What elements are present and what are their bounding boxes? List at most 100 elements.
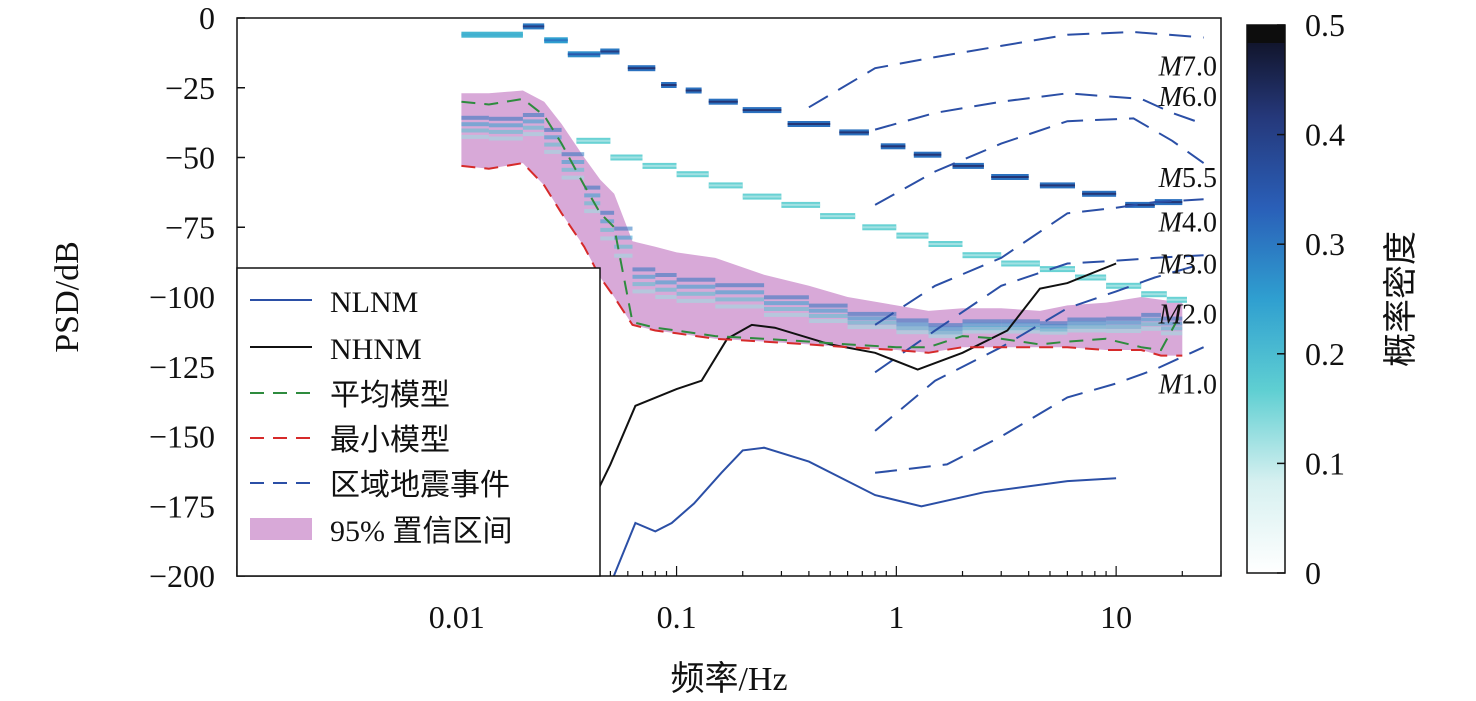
pdf-band-core bbox=[839, 131, 869, 134]
pdf-cell bbox=[614, 226, 633, 231]
pdf-cell bbox=[461, 134, 489, 139]
y-tick-label: −150 bbox=[149, 419, 215, 455]
nhnm-line bbox=[518, 262, 1117, 576]
pdf-cell bbox=[614, 235, 633, 240]
pdf-cell bbox=[655, 295, 677, 299]
pdf-band-core bbox=[1125, 203, 1155, 206]
pdf-cell bbox=[544, 149, 562, 154]
pdf-band-core bbox=[742, 195, 782, 198]
pdf-band-core bbox=[896, 234, 929, 237]
pdf-cell bbox=[715, 283, 765, 288]
pdf-cell bbox=[1067, 324, 1107, 329]
pdf-cell bbox=[1039, 330, 1068, 335]
pdf-cell bbox=[488, 116, 523, 121]
y-tick-label: 0 bbox=[199, 0, 215, 36]
pdf-cell bbox=[461, 128, 489, 133]
pdf-band-core bbox=[742, 109, 782, 112]
pdf-cell bbox=[847, 311, 897, 316]
pdf-band-core bbox=[1166, 298, 1187, 301]
pdf-cell bbox=[544, 135, 562, 140]
magnitude-label-m4-0: M4.0 bbox=[1158, 208, 1217, 239]
pdf-cell bbox=[1106, 329, 1142, 333]
pdf-band-core bbox=[787, 123, 831, 125]
colorbar-tick-label: 0.1 bbox=[1305, 445, 1345, 481]
pdf-band-core bbox=[880, 145, 906, 148]
pdf-band-core bbox=[913, 153, 942, 156]
pdf-cell bbox=[676, 298, 716, 303]
legend-label-regional-events: 区域地震事件 bbox=[330, 469, 510, 502]
pdf-cell bbox=[847, 320, 897, 325]
pdf-cell bbox=[1106, 320, 1142, 325]
x-tick-label: 10 bbox=[1100, 599, 1132, 635]
pdf-cell bbox=[488, 123, 523, 128]
legend-label-mean-model: 平均模型 bbox=[330, 379, 450, 412]
pdf-cell bbox=[808, 313, 848, 318]
pdf-cell bbox=[600, 227, 615, 232]
pdf-cell bbox=[962, 319, 1002, 324]
pdf-cell bbox=[1039, 324, 1068, 329]
earthquake-curve-m6-0 bbox=[874, 92, 1204, 131]
pdf-cell bbox=[522, 125, 545, 130]
pdf-cell bbox=[1161, 331, 1183, 336]
legend-label-min-model: 最小模型 bbox=[330, 424, 450, 457]
pdf-cell bbox=[896, 318, 929, 323]
pdf-cell bbox=[600, 210, 615, 215]
pdf-cell bbox=[808, 308, 848, 313]
y-tick-label: −25 bbox=[165, 70, 215, 106]
pdf-cell bbox=[1067, 328, 1107, 333]
colorbar-tick-label: 0.2 bbox=[1305, 336, 1345, 372]
pdf-cell bbox=[614, 244, 633, 249]
colorbar-tick-label: 0.3 bbox=[1305, 226, 1345, 262]
colorbar-tick-label: 0 bbox=[1305, 555, 1321, 591]
pdf-cell bbox=[544, 142, 562, 147]
x-tick-label: 0.1 bbox=[657, 599, 697, 635]
pdf-band-core bbox=[544, 39, 568, 42]
pdf-band-core bbox=[952, 164, 984, 167]
pdf-cell bbox=[655, 280, 677, 285]
pdf-cell bbox=[715, 297, 765, 302]
pdf-cell bbox=[655, 287, 677, 292]
pdf-band-core bbox=[461, 33, 523, 36]
pdf-cell bbox=[1001, 329, 1040, 334]
confidence-band-area bbox=[461, 90, 1183, 356]
pdf-cell bbox=[561, 175, 585, 180]
pdf-band-core bbox=[627, 67, 656, 70]
pdf-cell bbox=[1161, 321, 1183, 326]
pdf-cell bbox=[584, 209, 601, 214]
pdf-cell bbox=[655, 273, 677, 277]
pdf-band-core bbox=[1082, 192, 1117, 195]
pdf-cell bbox=[461, 115, 489, 120]
nlnm-line bbox=[612, 446, 1117, 576]
pdf-cell bbox=[847, 316, 897, 321]
pdf-band-core bbox=[708, 184, 743, 187]
legend: NLNM NHNM 平均模型 最小模型 区域地震事件 95% 置信区间 bbox=[236, 267, 601, 577]
pdf-band-core bbox=[1039, 184, 1075, 187]
pdf-cell bbox=[676, 291, 716, 296]
pdf-band-core bbox=[676, 173, 709, 176]
pdf-cell bbox=[928, 323, 963, 328]
pdf-cell bbox=[632, 282, 656, 287]
x-tick-label: 1 bbox=[888, 599, 904, 635]
pdf-cell bbox=[522, 119, 545, 124]
pdf-cell bbox=[808, 319, 848, 323]
legend-swatch-confidence-band bbox=[250, 518, 312, 540]
pdf-cell bbox=[561, 152, 585, 157]
pdf-cell bbox=[561, 167, 585, 172]
colorbar bbox=[1246, 24, 1286, 574]
pdf-cell bbox=[808, 303, 848, 308]
pdf-cell bbox=[561, 160, 585, 164]
pdf-cell bbox=[1001, 322, 1040, 327]
pdf-band-core bbox=[567, 53, 601, 56]
pdf-cell bbox=[488, 136, 523, 141]
pdf-band-core bbox=[991, 176, 1029, 178]
magnitude-label-m2-0: M2.0 bbox=[1158, 300, 1217, 331]
x-axis-title: 频率/Hz bbox=[670, 660, 787, 698]
pdf-band-core bbox=[1001, 262, 1040, 265]
pdf-cell bbox=[1161, 316, 1183, 321]
pdf-band-core bbox=[962, 254, 1002, 257]
pdf-band-core bbox=[862, 226, 897, 229]
mean-model-line bbox=[461, 97, 1184, 352]
pdf-cell bbox=[1001, 326, 1040, 331]
pdf-band-core bbox=[685, 89, 702, 92]
